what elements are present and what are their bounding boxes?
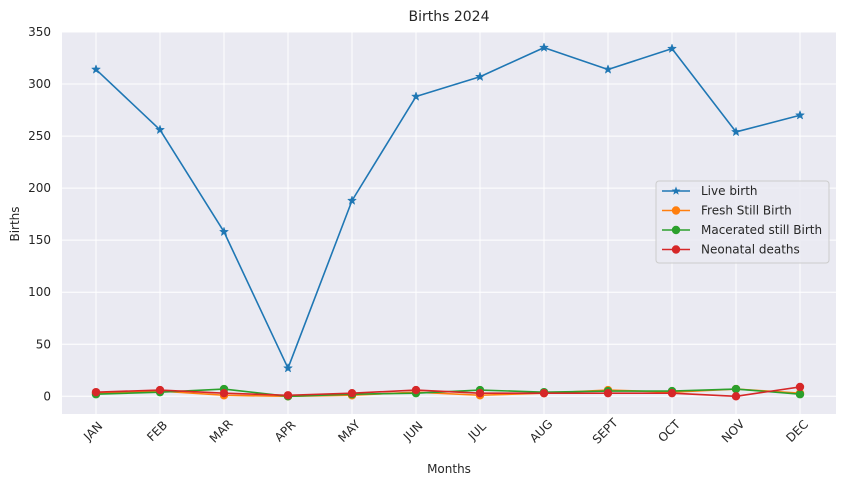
data-point — [538, 42, 550, 52]
data-point — [795, 382, 805, 392]
data-point — [795, 390, 805, 399]
legend-item: Neonatal deaths — [662, 243, 800, 257]
x-tick-label: JUN — [400, 419, 426, 445]
x-tick-label: NOV — [719, 416, 748, 445]
data-point — [219, 388, 229, 398]
data-point — [155, 385, 165, 395]
data-point — [90, 64, 102, 74]
y-tick-label: 250 — [28, 129, 51, 143]
x-tick-label: SEPT — [590, 415, 621, 446]
data-point — [347, 388, 357, 398]
legend-marker — [671, 186, 681, 195]
data-point — [794, 109, 806, 120]
series-line — [95, 388, 801, 398]
chart-title: Births 2024 — [409, 9, 490, 25]
x-tick-label: JAN — [80, 419, 105, 444]
y-tick-label: 200 — [28, 181, 51, 195]
y-tick-label: 50 — [36, 337, 51, 351]
x-tick-label: JUL — [465, 419, 489, 443]
data-point — [667, 388, 677, 398]
x-tick-label: FEB — [144, 418, 170, 444]
data-point — [539, 388, 549, 398]
data-point — [154, 124, 166, 135]
x-tick-label: DEC — [783, 417, 811, 445]
x-tick-label: MAY — [335, 417, 363, 445]
legend-box — [655, 180, 830, 264]
y-tick-label: 150 — [28, 233, 51, 247]
grid — [62, 31, 836, 414]
data-point — [474, 71, 486, 82]
data-point — [218, 226, 230, 237]
data-point — [283, 391, 293, 400]
legend-label: Macerated still Birth — [701, 223, 822, 237]
legend-marker — [671, 225, 681, 235]
y-tick-label: 0 — [43, 389, 51, 403]
series-line — [95, 46, 801, 369]
y-tick-label: 300 — [28, 77, 51, 91]
y-tick-labels: 0 50 100 150 200 250 300 350 — [28, 25, 51, 403]
series-neonatal-deaths — [91, 382, 805, 401]
legend-label: Neonatal deaths — [701, 243, 800, 257]
data-point — [475, 388, 485, 398]
x-axis-label: Months — [427, 462, 471, 476]
data-point — [346, 195, 358, 205]
legend: Live birth Fresh Still Birth Macerated sti… — [655, 180, 830, 264]
data-point — [282, 362, 294, 373]
legend-label: Fresh Still Birth — [701, 204, 792, 218]
data-point — [91, 387, 101, 397]
data-point — [666, 43, 678, 53]
data-point — [411, 385, 421, 395]
x-tick-label: OCT — [655, 417, 683, 445]
legend-item: Live birth — [662, 184, 758, 198]
legend-label: Live birth — [701, 184, 758, 198]
y-axis-label: Births — [8, 206, 22, 241]
data-point — [410, 91, 422, 101]
x-tick-label: APR — [272, 418, 299, 445]
legend-item: Fresh Still Birth — [662, 204, 792, 218]
legend-marker — [671, 245, 681, 254]
series-line — [95, 386, 801, 398]
legend-item: Macerated still Birth — [662, 223, 822, 237]
data-point — [731, 384, 741, 394]
data-point — [731, 392, 741, 401]
legend-marker — [671, 206, 681, 215]
data-point — [603, 388, 613, 398]
series-lines — [90, 42, 806, 401]
data-point — [602, 64, 614, 74]
x-tick-label: AUG — [527, 417, 555, 445]
y-tick-label: 350 — [28, 25, 51, 39]
x-tick-label: MAR — [207, 417, 236, 446]
series-live-birth — [90, 42, 806, 373]
x-tick-labels: JAN FEB MAR APR MAY JUN JUL AUG SEPT OCT NOV DEC — [80, 415, 811, 446]
y-tick-label: 100 — [28, 285, 51, 299]
data-point — [730, 126, 742, 137]
